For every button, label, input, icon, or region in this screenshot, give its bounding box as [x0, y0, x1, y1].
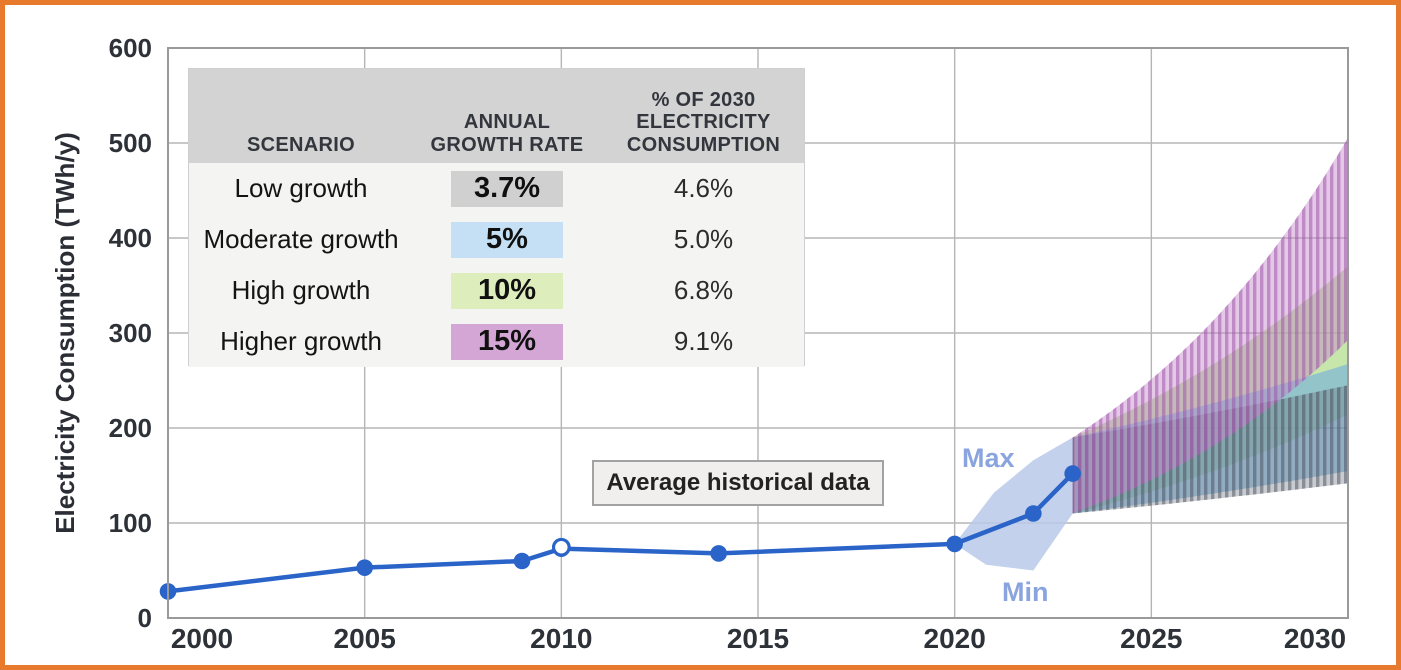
growth-rate-chip: 10%	[451, 272, 563, 309]
y-axis-title: Electricity Consumption (TWh/y)	[50, 132, 80, 534]
share-2030-value: 6.8%	[673, 275, 734, 305]
growth-rate-chip: 15%	[451, 323, 563, 360]
scenario-row-2: Moderate growth 5% 5.0%	[189, 214, 806, 265]
svg-text:2010: 2010	[530, 623, 592, 654]
svg-text:400: 400	[109, 223, 152, 253]
svg-text:500: 500	[109, 128, 152, 158]
svg-text:200: 200	[109, 413, 152, 443]
svg-text:300: 300	[109, 318, 152, 348]
scenario-table-header: SCENARIO ANNUAL GROWTH RATE % OF 2030 EL…	[189, 69, 804, 163]
scenario-name: Higher growth	[220, 326, 382, 356]
svg-text:2000: 2000	[171, 623, 233, 654]
svg-text:2015: 2015	[727, 623, 789, 654]
share-2030-value: 4.6%	[673, 173, 734, 203]
share-2030-value: 5.0%	[673, 224, 734, 254]
header-annual-growth-rate: ANNUAL GROWTH RATE	[430, 111, 584, 156]
svg-text:2025: 2025	[1120, 623, 1182, 654]
svg-text:600: 600	[109, 33, 152, 63]
scenario-table: SCENARIO ANNUAL GROWTH RATE % OF 2030 EL…	[188, 68, 805, 367]
header-share-2030: % OF 2030 ELECTRICITY CONSUMPTION	[626, 88, 781, 156]
scenario-fan-bands	[954, 137, 1348, 571]
svg-text:2005: 2005	[334, 623, 396, 654]
max-label: Max	[962, 443, 1015, 473]
scenario-name: Moderate growth	[203, 224, 399, 254]
scenario-row-4: Higher growth 15% 9.1%	[189, 316, 806, 367]
scenario-name: High growth	[231, 275, 371, 305]
min-label: Min	[1002, 577, 1049, 607]
share-2030-value: 9.1%	[673, 326, 734, 356]
growth-rate-chip: 3.7%	[451, 170, 563, 207]
header-scenario: SCENARIO	[247, 133, 355, 156]
svg-text:2020: 2020	[924, 623, 986, 654]
scenario-row-1: Low growth 3.7% 4.6%	[189, 163, 806, 214]
historical-series	[159, 465, 1081, 600]
scenario-table-body: Low growth 3.7% 4.6% Moderate growth 5% 5.0% H…	[189, 163, 804, 367]
svg-text:0: 0	[138, 603, 152, 633]
scenario-row-3: High growth 10% 6.8%	[189, 265, 806, 316]
svg-text:2030: 2030	[1284, 623, 1346, 654]
axes: 0 100 200 300 400 500 600 2000 2005 2010 2015 2020 2…	[109, 33, 1349, 654]
scenario-name: Low growth	[234, 173, 368, 203]
svg-text:100: 100	[109, 508, 152, 538]
average-historical-data-label: Average historical data	[592, 460, 884, 506]
growth-rate-chip: 5%	[451, 221, 563, 258]
